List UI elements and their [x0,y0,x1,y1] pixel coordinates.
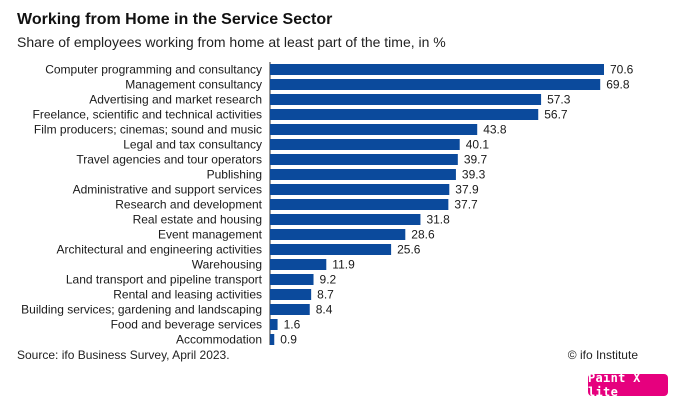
bar [270,214,421,225]
category-label: Management consultancy [125,78,262,92]
category-label: Film producers; cinemas; sound and music [34,123,262,137]
value-label: 37.9 [455,183,479,197]
bar [270,259,327,270]
bar [270,304,310,315]
category-label: Land transport and pipeline transport [66,273,263,287]
bar [270,184,450,195]
category-label: Computer programming and consultancy [45,63,262,77]
bars [270,64,604,345]
bar [270,64,604,75]
value-label: 70.6 [610,63,634,77]
category-label: Research and development [115,198,262,212]
category-label: Accommodation [176,333,262,346]
category-label: Event management [158,228,263,242]
category-label: Rental and leasing activities [113,288,262,302]
category-label: Advertising and market research [89,93,262,107]
paint-x-lite-badge[interactable]: Paint X lite [588,371,668,399]
bar [270,139,460,150]
value-label: 28.6 [411,228,435,242]
value-label: 11.9 [332,258,355,272]
category-labels: Computer programming and consultancyMana… [21,63,262,346]
value-labels: 70.669.8 57.356.7 43.840.139.739.337.937.7… [280,63,633,346]
value-label: 39.7 [464,153,488,167]
value-label: 1.6 [284,318,301,332]
category-label: Travel agencies and tour operators [76,153,262,167]
category-label: Real estate and housing [133,213,262,227]
bar [270,229,406,240]
category-label: Administrative and support services [73,183,262,197]
category-label: Freelance, scientific and technical acti… [33,108,262,122]
value-label: 69.8 [606,78,630,92]
value-label: 40.1 [466,138,490,152]
value-label: 39.3 [462,168,486,182]
source-note: Source: ifo Business Survey, April 2023. [17,348,230,362]
category-label: Publishing [207,168,262,182]
bar [270,334,275,345]
bar [270,244,392,255]
bar [270,94,542,105]
category-label: Architectural and engineering activities [57,243,262,257]
copyright-note: © ifo Institute [567,348,638,362]
value-label: 9.2 [320,273,337,287]
value-label: 57.3 [547,93,571,107]
value-label: 8.4 [316,303,333,317]
bar [270,79,601,90]
value-label: 43.8 [483,123,507,137]
category-label: Legal and tax consultancy [123,138,262,152]
value-label: 8.7 [317,288,334,302]
bar [270,199,449,210]
category-label: Warehousing [192,258,262,272]
bar [270,154,458,165]
value-label: 56.7 [544,108,568,122]
category-label: Food and beverage services [111,318,262,332]
chart-subtitle: Share of employees working from home at … [17,34,446,50]
bar [270,274,314,285]
category-label: Building services; gardening and landsca… [21,303,262,317]
bar [270,169,456,180]
value-label: 25.6 [397,243,421,257]
value-label: 37.7 [454,198,478,212]
bar-chart: Computer programming and consultancyMana… [21,62,634,346]
bar [270,319,278,330]
chart-title: Working from Home in the Service Sector [17,11,333,28]
bar [270,289,312,300]
value-label: 31.8 [426,213,450,227]
bar [270,124,478,135]
bar [270,109,539,120]
value-label: 0.9 [280,333,297,346]
